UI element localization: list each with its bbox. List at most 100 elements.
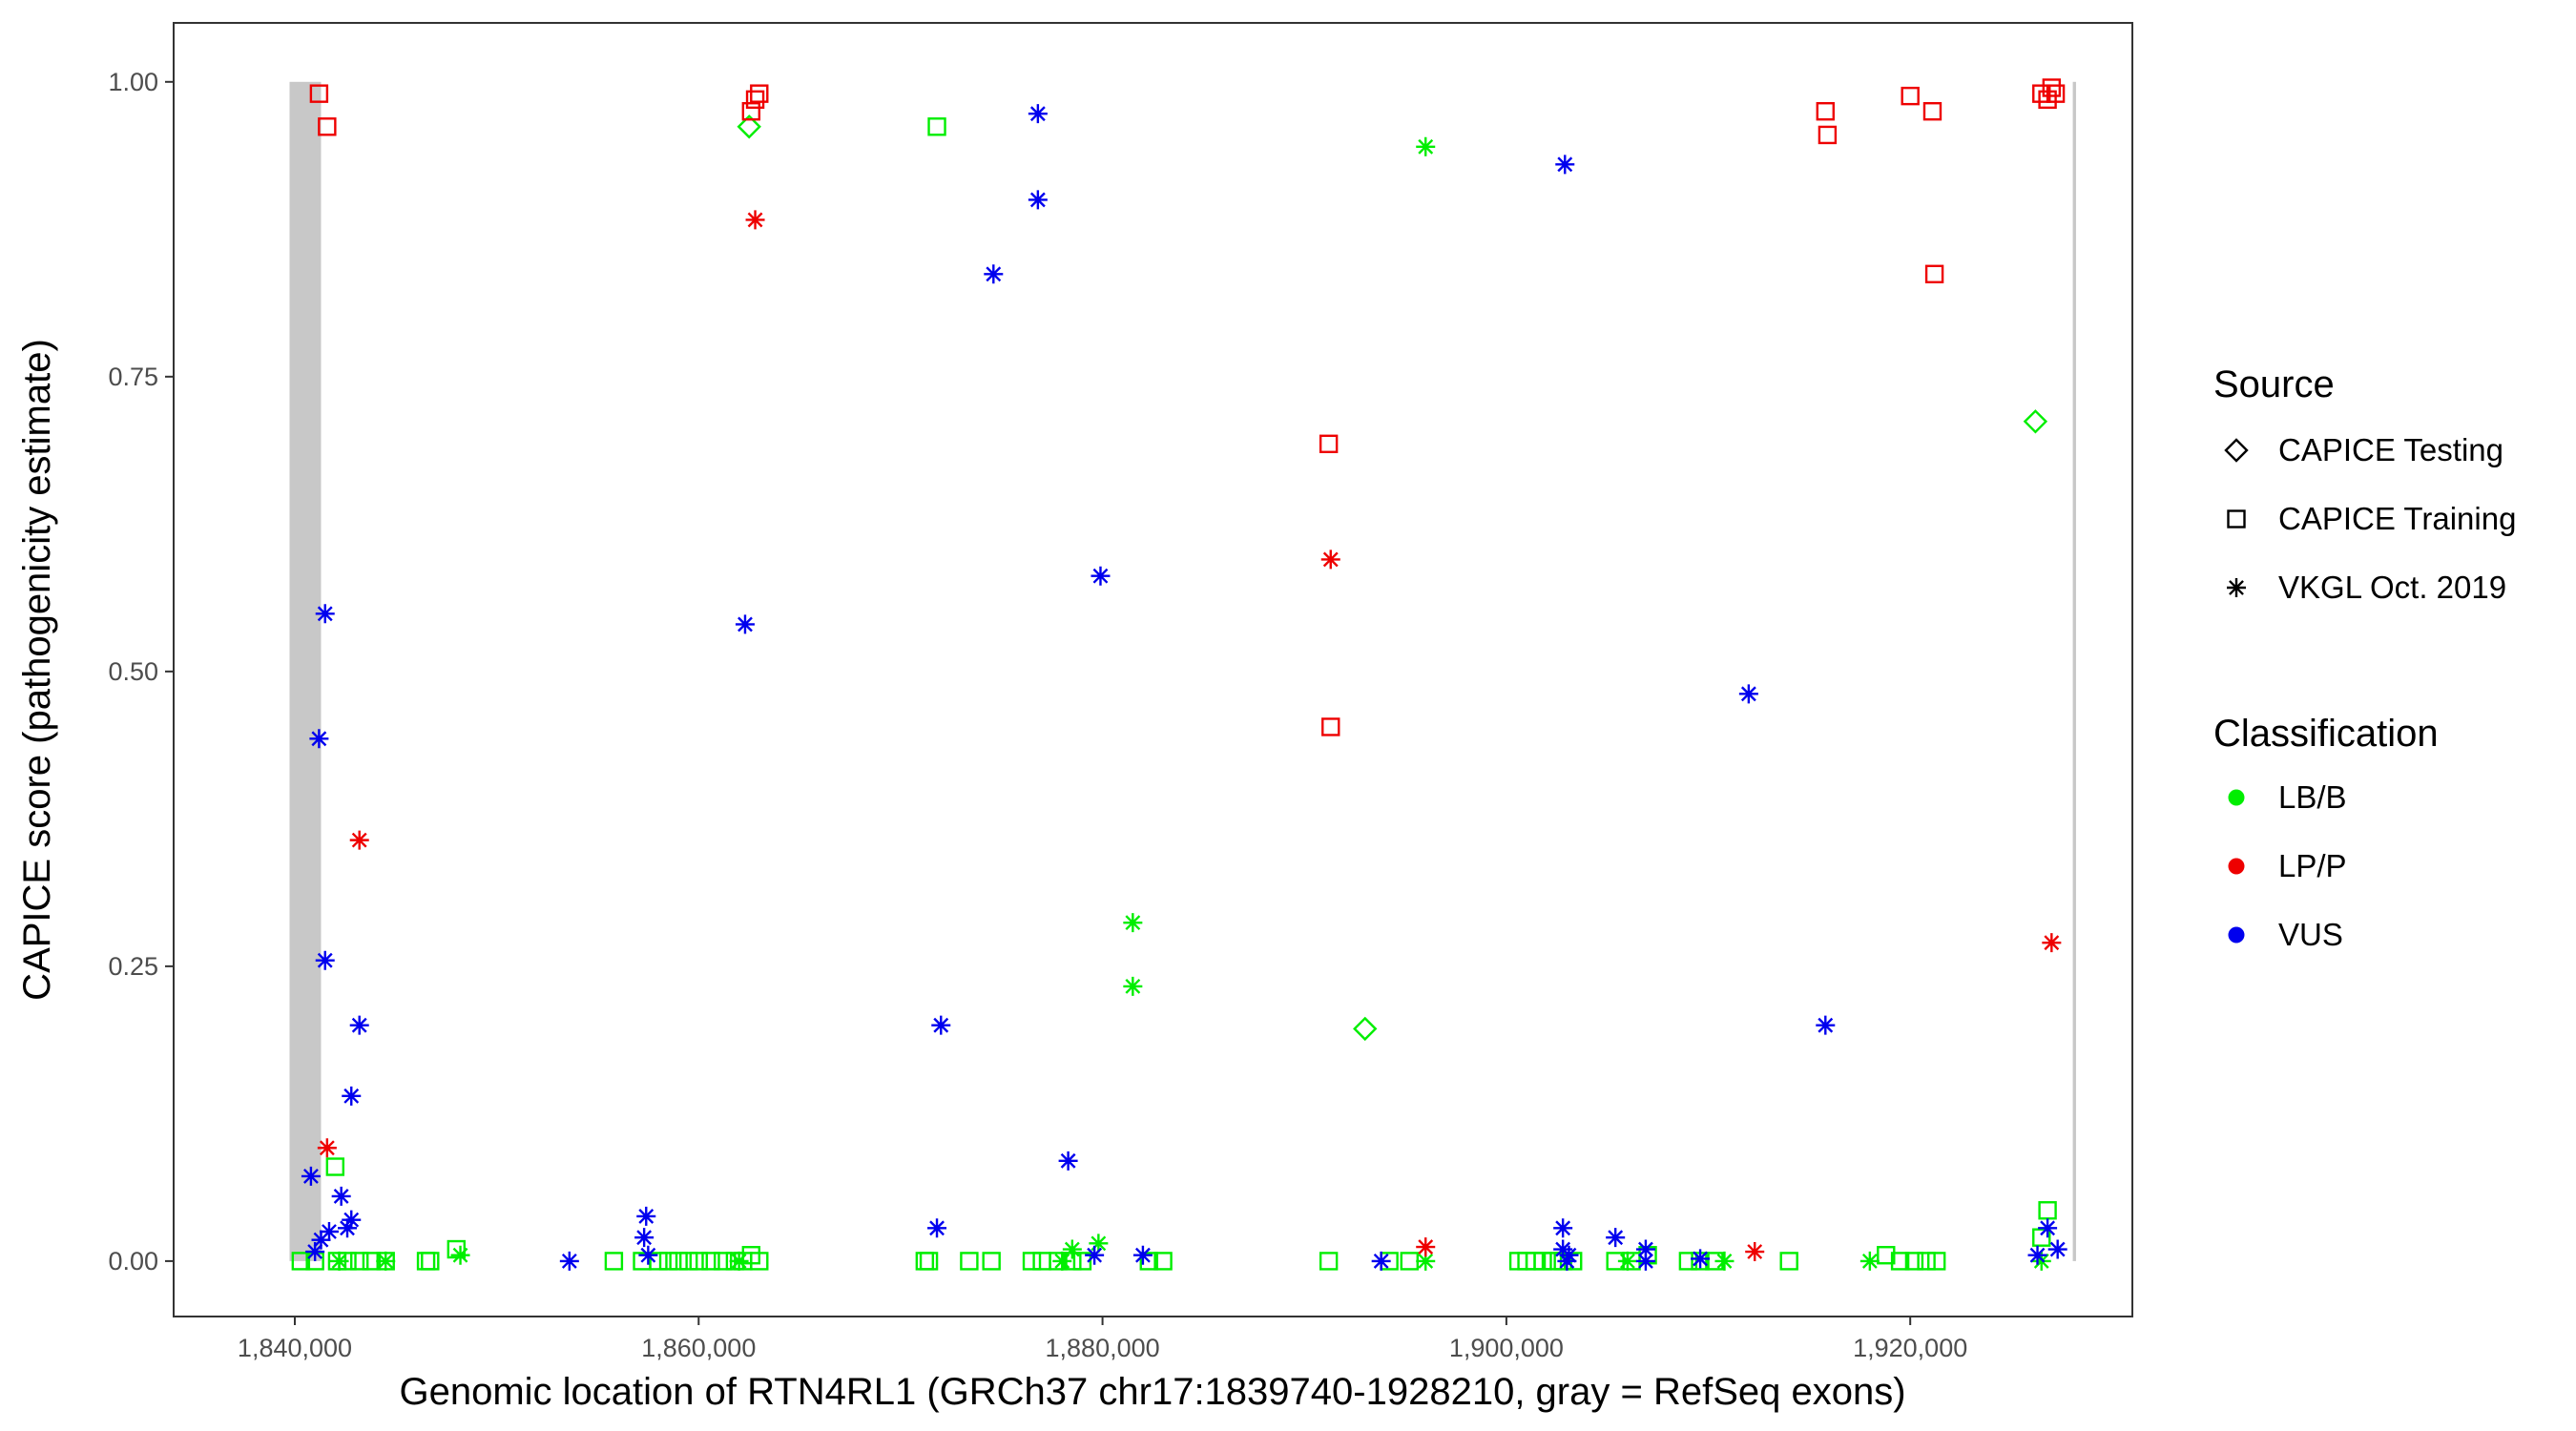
exon-region [289,81,322,1261]
data-point [1635,1239,1655,1259]
data-point [689,1252,708,1271]
y-axis: 0.00 0.25 0.50 0.75 1.00 [108,68,174,1275]
data-point [1028,104,1048,124]
data-point [349,1015,369,1035]
legend-color-dot [2228,926,2245,944]
data-point [1926,1252,1946,1271]
data-point [636,1206,656,1226]
legend-key-diamond [2224,438,2249,463]
data-point [291,1252,311,1271]
data-point [1085,1245,1105,1265]
data-point [2038,1218,2058,1238]
data-point [1553,1218,1573,1238]
data-point [1028,190,1048,210]
data-point [2031,1251,2051,1271]
legend-classification-title: Classification [2213,713,2439,755]
data-point [1153,1252,1173,1271]
data-point [1877,1246,1896,1265]
data-point [1371,1251,1391,1271]
legend-color-dot [2228,789,2245,806]
data-point [1416,1251,1436,1271]
data-point [1678,1252,1698,1271]
data-point [319,1222,339,1241]
data-point [1058,1151,1078,1171]
data-point [982,1252,1001,1271]
data-point [701,1252,720,1271]
data-point [669,1252,688,1271]
data-point [350,1252,369,1271]
legend-source-label: CAPICE Testing [2278,432,2503,467]
data-point [745,210,765,230]
legend-source-item: CAPICE Training [2227,501,2516,536]
data-point [315,950,335,970]
data-point [1745,1242,1765,1262]
data-point [447,1239,467,1259]
legend-source-title: Source [2213,363,2335,405]
data-point [329,1251,349,1271]
data-point [1917,1252,1936,1271]
data-point [915,1252,935,1271]
legend-key-square [2227,509,2246,529]
data-point [735,614,755,634]
data-point [1353,1016,1378,1042]
data-point [342,1210,362,1230]
x-tick-label: 1,880,000 [1046,1334,1160,1362]
data-point [1032,1252,1051,1271]
data-point [1091,566,1111,586]
data-point [1635,1251,1655,1271]
data-point [1123,976,1143,996]
data-point [1132,1245,1153,1265]
legend-class-item: LP/P [2228,848,2347,883]
data-point [741,102,761,121]
data-point [2042,78,2062,97]
data-point [309,84,329,103]
data-point [2046,84,2066,103]
x-tick-label: 1,860,000 [641,1334,756,1362]
legend-source-label: VKGL Oct. 2019 [2278,570,2506,605]
x-tick-label: 1,920,000 [1853,1334,1967,1362]
data-point [1816,102,1835,121]
data-point [927,1218,947,1238]
data-point [1319,1252,1339,1271]
data-point [729,1251,749,1271]
legend-key-asterisk [2227,578,2246,597]
data-point [315,604,335,624]
data-point [1416,1237,1436,1257]
points-layer [291,78,2067,1271]
data-point [1924,264,1944,283]
data-point [1922,102,1942,121]
data-point [376,1251,396,1271]
data-point [1052,1251,1072,1271]
data-point [1319,434,1339,453]
data-point [1779,1252,1798,1271]
y-tick-label: 1.00 [108,68,158,96]
data-point [317,1138,337,1158]
legend-source: Source CAPICE Testing CAPICE Training VKGL… [2213,363,2516,605]
data-point [658,1252,678,1271]
data-point [634,1228,654,1248]
data-point [984,264,1004,284]
data-point [1714,1251,1735,1271]
data-point [919,1252,939,1271]
data-point [927,117,946,136]
x-tick-label: 1,900,000 [1449,1334,1564,1362]
legend-class-item: LB/B [2228,779,2347,815]
legend-classification: Classification LB/B LP/P VUS [2213,713,2439,952]
legend-source-item: VKGL Oct. 2019 [2227,570,2506,605]
y-tick-label: 0.25 [108,952,158,981]
data-point [421,1252,440,1271]
x-axis: 1,840,000 1,860,000 1,880,000 1,900,000 1,92… [238,1317,1967,1362]
y-tick-label: 0.50 [108,657,158,686]
y-tick-label: 0.75 [108,363,158,391]
data-point [1559,1245,1579,1265]
data-point [2038,1201,2057,1220]
data-point [331,1186,351,1206]
data-point [325,1157,345,1176]
data-point [604,1252,624,1271]
data-point [450,1245,470,1265]
data-point [713,1252,733,1271]
data-point [2047,1239,2067,1259]
data-point [301,1166,321,1186]
data-point [737,114,761,139]
data-point [750,84,769,103]
